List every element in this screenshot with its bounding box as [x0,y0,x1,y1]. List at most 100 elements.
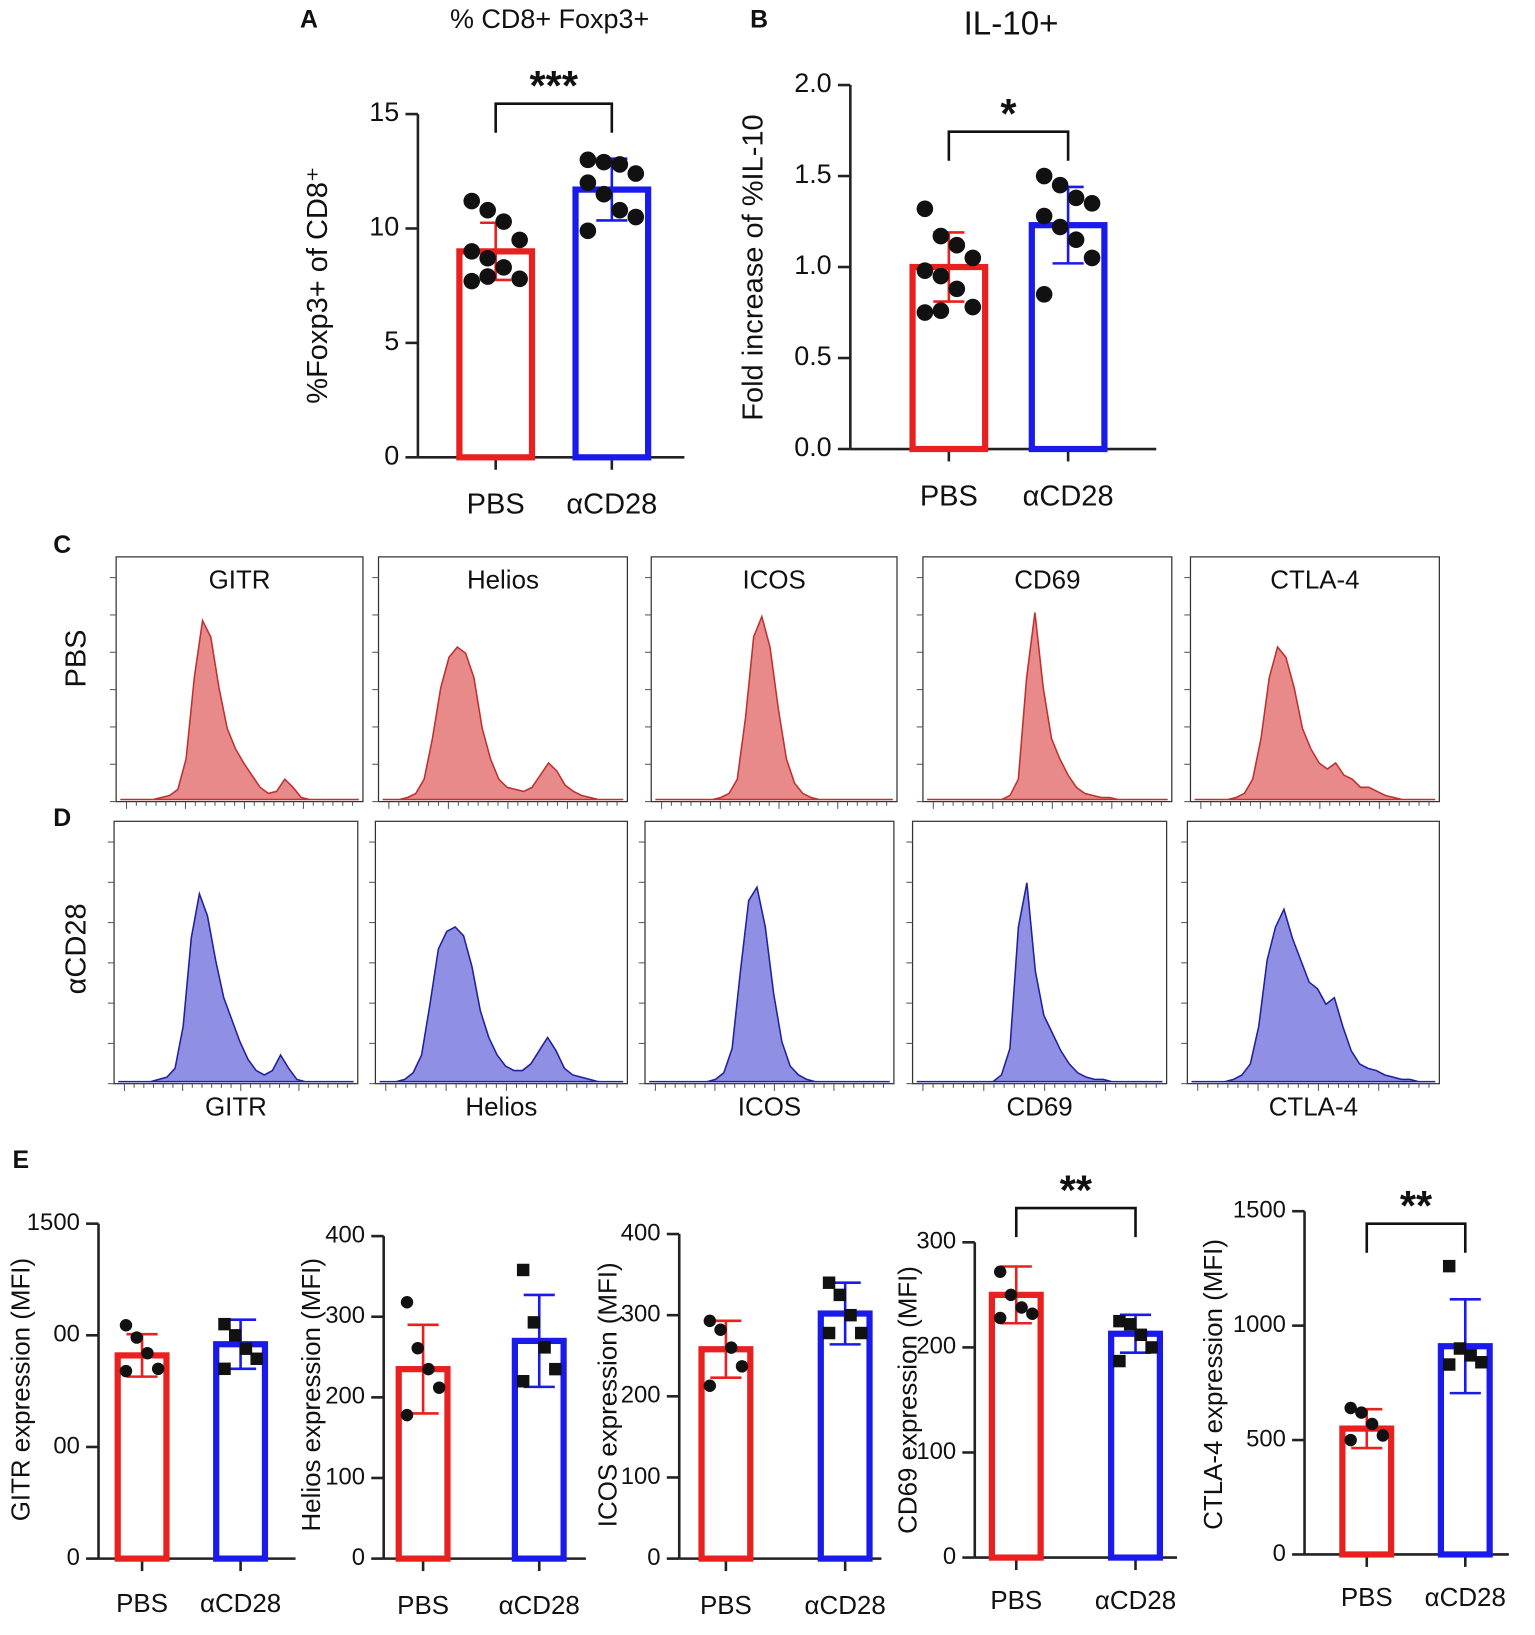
y-axis-label: CTLA-4 expression (MFI) [1200,1239,1228,1530]
data-point [735,1360,749,1373]
x-tick-label: αCD28 [1023,480,1114,512]
y-tick-label: 5 [384,326,399,356]
y-tick-label: 200 [621,1382,661,1409]
histogram-title: CD69 [1014,567,1080,595]
histogram-area [1191,907,1436,1083]
histogram-area [120,618,359,801]
data-point [1464,1349,1477,1362]
data-point [463,272,481,290]
x-tick-label: αCD28 [1425,1584,1506,1612]
data-point [932,267,950,285]
data-point [993,1311,1007,1325]
data-point [1123,1318,1137,1331]
data-point [1365,1417,1379,1431]
data-point [855,1326,868,1340]
row-label: αCD28 [60,903,92,994]
y-tick-label: 200 [325,1383,365,1410]
data-point [495,259,512,276]
data-point [516,1263,530,1277]
data-point [538,1341,551,1354]
data-point [703,1314,717,1328]
histogram-frame [377,556,629,803]
y-tick-label: 300 [325,1302,365,1329]
x-tick-label: PBS [700,1592,752,1620]
significance-bracket [947,130,1070,161]
x-tick-label: PBS [990,1587,1042,1615]
significance-label: *** [530,62,579,109]
data-point [1113,1314,1126,1328]
data-point [993,1265,1007,1278]
data-point [463,192,481,210]
data-point [1453,1342,1467,1355]
data-point [479,268,496,285]
y-tick-label: 0 [1273,1540,1286,1567]
y-tick-label: 1000 [1233,1311,1286,1338]
y-tick-label: 1500 [27,1209,80,1236]
histogram-area [655,614,893,801]
y-tick-label: 0 [67,1544,80,1571]
data-point [479,249,496,267]
data-point [1067,231,1085,249]
x-tick-label: PBS [1341,1584,1393,1612]
data-point [250,1352,263,1365]
significance-label: * [1000,90,1017,137]
data-point [611,156,629,173]
y-tick-label: 2.0 [794,68,831,98]
figure-content: A B C D E PBS αCD28 0 5 10 15 %Foxp3+ of CD8⁺ % CD8+… [8,4,1509,1620]
histogram-title: GITR [209,567,271,595]
panel-label: D [53,804,71,832]
histogram-x-label: Helios [465,1093,537,1121]
data-point [1026,1307,1039,1321]
x-tick-label: PBS [116,1590,168,1618]
data-point [119,1319,133,1332]
histogram-area [382,646,624,801]
data-point [964,298,982,316]
data-point [916,200,934,218]
y-tick-label: 00 [53,1432,80,1459]
panel-label: E [12,1146,29,1174]
bar [213,1341,269,1562]
data-point [141,1346,154,1360]
data-point [579,151,597,169]
y-tick-label: 00 [53,1321,80,1348]
x-tick-label: αCD28 [566,489,657,521]
data-point [527,1316,541,1329]
chart-title: IL-10+ [964,6,1059,43]
data-point [1475,1356,1488,1369]
y-axis-label: GITR expression (MFI) [8,1258,36,1521]
y-axis-label: Fold increase of %IL-10 [738,114,770,420]
y-tick-label: 0.0 [794,432,831,462]
bar [1108,1330,1163,1561]
bar [1339,1425,1395,1558]
y-tick-label: 0 [352,1544,365,1571]
data-point [1083,249,1101,267]
data-point [422,1362,435,1376]
data-point [1015,1301,1028,1314]
data-point [948,236,966,254]
data-point [218,1362,231,1376]
bar [114,1352,170,1562]
data-point [511,270,528,288]
histogram-frame [374,820,629,1085]
row-label: PBS [60,629,92,687]
data-point [1355,1406,1368,1419]
bar [988,1291,1044,1561]
histogram-area [916,882,1163,1083]
data-point [119,1364,133,1378]
data-point [130,1331,143,1344]
histogram-area [1194,645,1436,801]
y-tick-label: 0 [384,440,399,470]
data-point [703,1379,717,1392]
data-point [579,174,597,192]
data-point [1083,195,1101,212]
data-point [1442,1358,1456,1371]
data-point [595,185,613,203]
y-tick-label: 500 [1246,1425,1286,1452]
histogram-x-label: CTLA-4 [1269,1093,1358,1121]
data-point [916,262,934,279]
data-point [1035,207,1053,225]
data-point [714,1323,727,1337]
x-tick-label: αCD28 [499,1592,580,1620]
data-point [218,1317,231,1331]
